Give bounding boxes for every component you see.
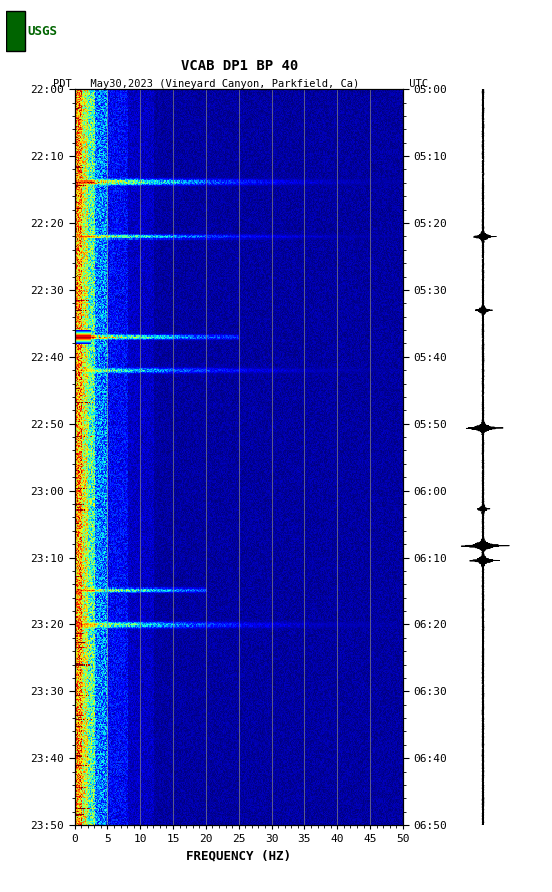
Text: PDT   May30,2023 (Vineyard Canyon, Parkfield, Ca)        UTC: PDT May30,2023 (Vineyard Canyon, Parkfie…	[52, 79, 428, 89]
Text: USGS: USGS	[28, 25, 57, 37]
Text: VCAB DP1 BP 40: VCAB DP1 BP 40	[182, 59, 299, 73]
X-axis label: FREQUENCY (HZ): FREQUENCY (HZ)	[186, 850, 291, 863]
FancyBboxPatch shape	[6, 11, 25, 52]
